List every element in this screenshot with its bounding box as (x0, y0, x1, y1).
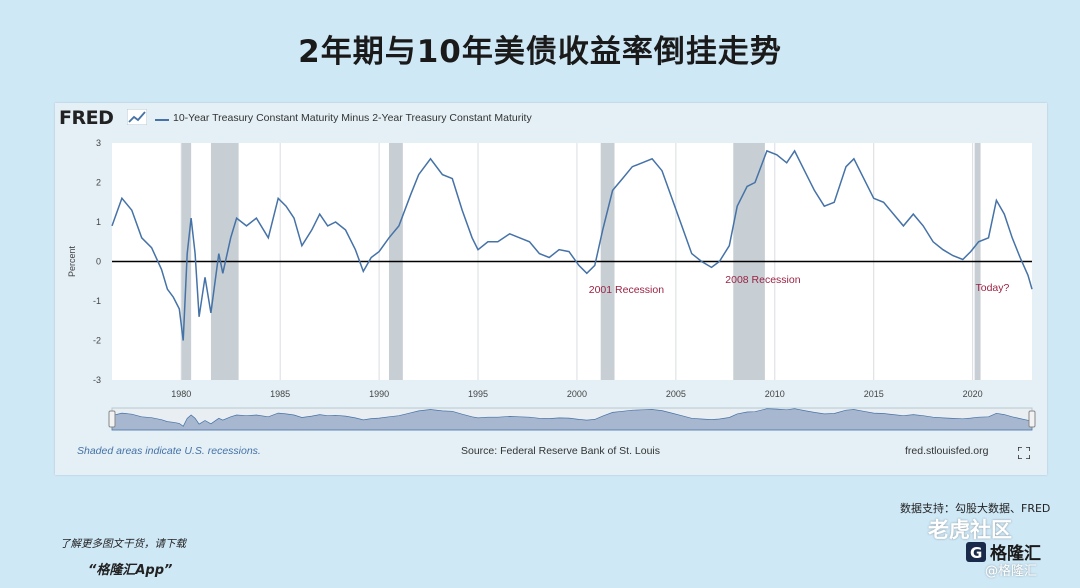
series-line (111, 149, 1033, 341)
navigator-handle-right[interactable] (1028, 410, 1036, 428)
fred-logo: FRED (59, 107, 114, 129)
watermark-gelonghui-text: 格隆汇 (990, 543, 1041, 564)
watermark-gelonghui-handle: @格隆汇 (985, 564, 1038, 579)
x-tick-label: 2010 (765, 389, 785, 399)
footer-recession-note: Shaded areas indicate U.S. recessions. (77, 445, 261, 457)
legend-swatch (155, 119, 169, 121)
chart-annotation: 2001 Recession (589, 284, 664, 296)
y-tick-label: 3 (96, 138, 101, 148)
navigator-handle-left[interactable] (108, 410, 116, 428)
fred-chart: 1980 1985 1990 1995 2000 2005 2010 2015 2020 3 2 1 0… (67, 138, 1036, 431)
x-tick-label: 2020 (963, 389, 983, 399)
y-tick-label: -2 (93, 336, 101, 346)
x-tick-label: 2015 (864, 389, 884, 399)
y-tick-label: 2 (96, 178, 101, 188)
y-axis-label: Percent (67, 245, 77, 277)
data-support-note: 数据支持：勾股大数据、FRED (900, 502, 1051, 515)
x-tick-label: 2005 (666, 389, 686, 399)
watermark-tiger-community: 老虎社区 (928, 518, 1012, 542)
y-tick-label: -1 (93, 296, 101, 306)
y-tick-label: -3 (93, 375, 101, 385)
watermark-gelonghui-logo: G 格隆汇 (966, 542, 1041, 564)
fred-chart-logo-icon (127, 109, 147, 125)
y-tick-label: 0 (96, 257, 101, 267)
promo-text: 了解更多图文干货，请下载 (60, 538, 186, 550)
page-title: 2年期与10年美债收益率倒挂走势 (298, 34, 782, 70)
x-tick-label: 1985 (270, 389, 290, 399)
footer-url[interactable]: fred.stlouisfed.org (905, 445, 989, 457)
x-tick-label: 1995 (468, 389, 488, 399)
chart-annotation: 2008 Recession (725, 274, 800, 286)
fred-graph-panel: FRED 10-Year Treasury Constant Maturity … (55, 103, 1047, 475)
x-tick-label: 1980 (171, 389, 191, 399)
promo-app-name: “格隆汇App” (88, 563, 173, 578)
footer-source: Source: Federal Reserve Bank of St. Loui… (461, 445, 661, 457)
x-tick-label: 1990 (369, 389, 389, 399)
fullscreen-icon[interactable] (1018, 447, 1030, 459)
svg-text:G: G (970, 544, 982, 562)
y-tick-label: 1 (96, 217, 101, 227)
chart-annotation: Today? (976, 282, 1010, 294)
legend-label: 10-Year Treasury Constant Maturity Minus… (173, 112, 532, 124)
x-tick-label: 2000 (567, 389, 587, 399)
navigator-series-area (111, 408, 1033, 431)
